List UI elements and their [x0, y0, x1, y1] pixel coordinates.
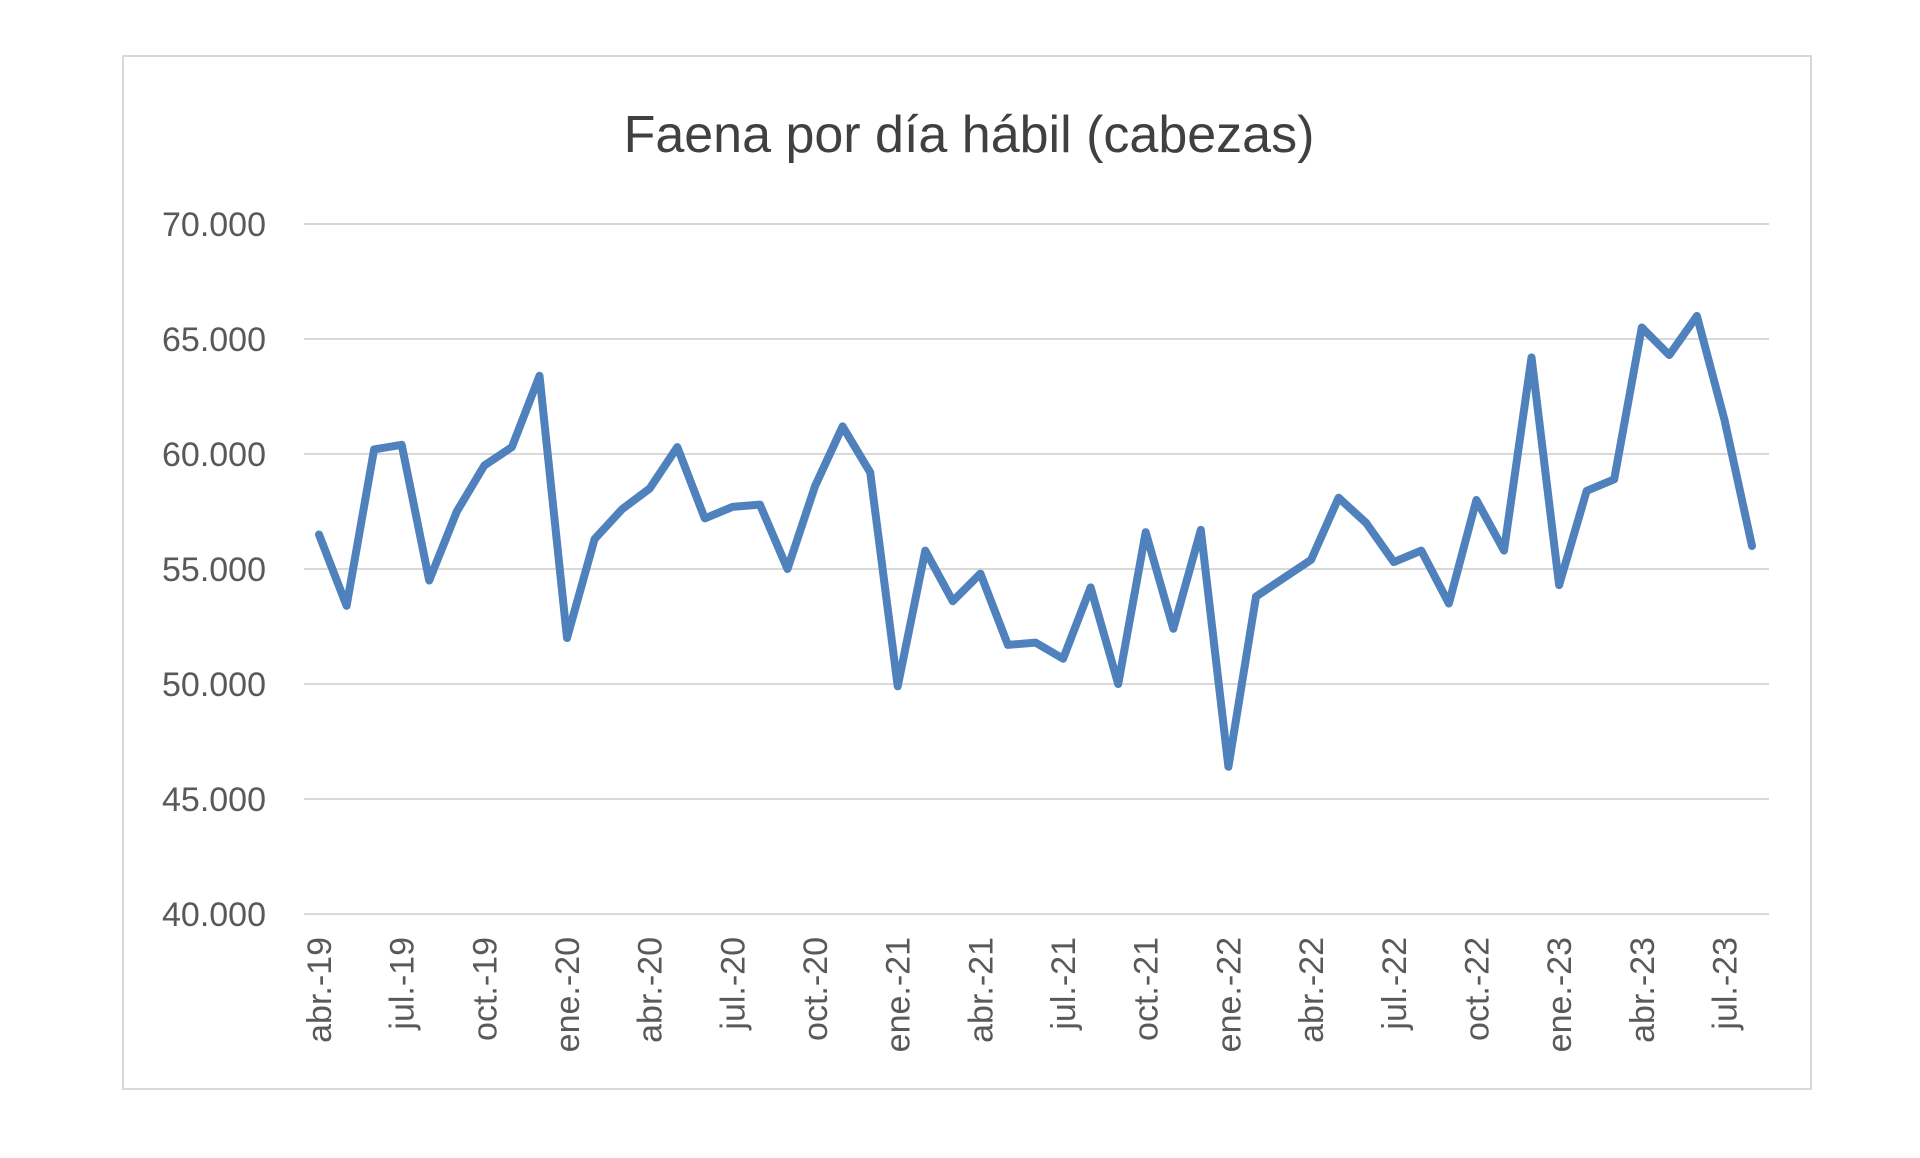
series-layer: [315, 312, 1756, 771]
y-tick-label: 55.000: [162, 551, 266, 589]
y-tick-label: 65.000: [162, 321, 266, 359]
y-tick-label: 60.000: [162, 436, 266, 474]
x-tick-label: ene.-20: [549, 937, 587, 1052]
chart-frame: Faena por día hábil (cabezas) 40.000 45.0…: [122, 55, 1812, 1090]
x-axis-tick-labels: abr.-19 jul.-19 oct.-19 ene.-20 abr.-20 jul.-…: [301, 937, 1744, 1052]
x-tick-label: oct.-21: [1128, 937, 1166, 1041]
x-tick-label: abr.-20: [632, 937, 670, 1043]
x-tick-label: jul.-22: [1376, 937, 1414, 1031]
x-tick-label: jul.-20: [714, 937, 752, 1031]
series-line: [315, 312, 1756, 771]
x-tick-label: ene.-23: [1541, 937, 1579, 1052]
y-axis-tick-labels: 40.000 45.000 50.000 55.000 60.000 65.000 70.0…: [162, 206, 266, 934]
x-tick-label: oct.-22: [1458, 937, 1496, 1041]
x-tick-label: ene.-22: [1210, 937, 1248, 1052]
x-tick-label: oct.-19: [466, 937, 504, 1041]
x-tick-label: abr.-22: [1293, 937, 1331, 1043]
x-tick-label: jul.-23: [1706, 937, 1744, 1031]
x-tick-label: abr.-19: [301, 937, 339, 1043]
x-tick-label: abr.-21: [962, 937, 1000, 1043]
x-tick-label: jul.-19: [384, 937, 422, 1031]
chart-title: Faena por día hábil (cabezas): [624, 106, 1315, 164]
y-tick-label: 50.000: [162, 666, 266, 704]
line-chart: Faena por día hábil (cabezas) 40.000 45.0…: [162, 106, 1769, 1052]
y-tick-label: 70.000: [162, 206, 266, 244]
x-tick-label: jul.-21: [1045, 937, 1083, 1031]
x-tick-label: abr.-23: [1624, 937, 1662, 1043]
gridlines: [304, 223, 1769, 915]
x-tick-label: ene.-21: [880, 937, 918, 1052]
y-tick-label: 45.000: [162, 781, 266, 819]
y-tick-label: 40.000: [162, 896, 266, 934]
x-tick-label: oct.-20: [797, 937, 835, 1041]
